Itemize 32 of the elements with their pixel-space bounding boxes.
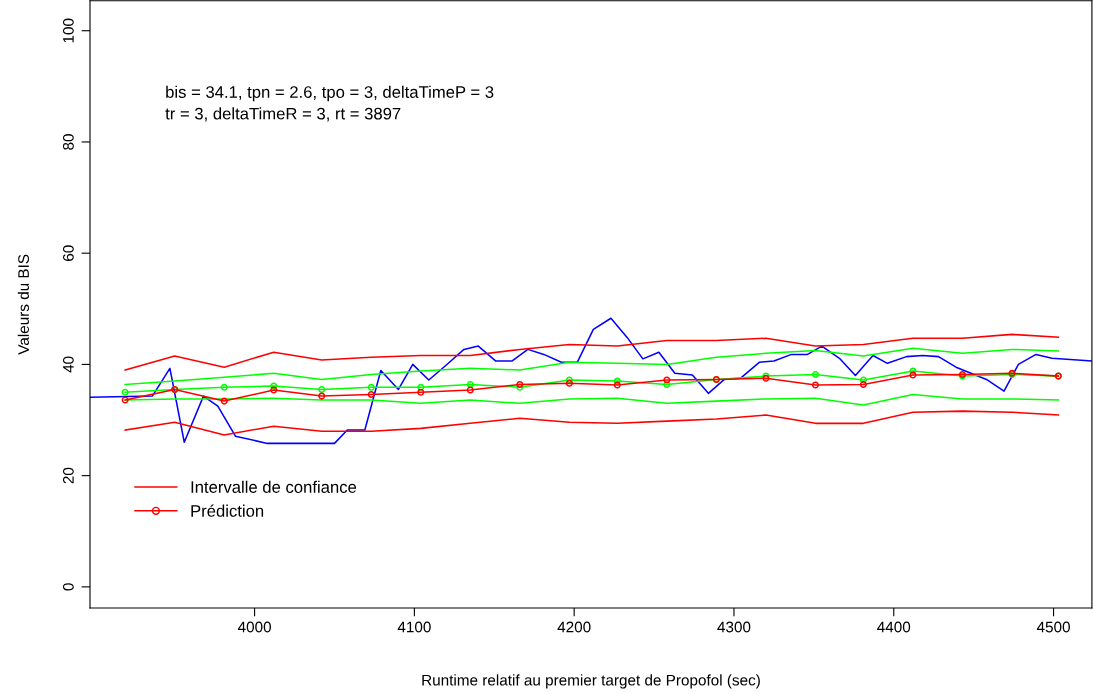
y-tick-label: 20 xyxy=(62,467,74,484)
point xyxy=(220,397,228,405)
x-tick-label: 4000 xyxy=(237,621,271,633)
x-tick-label: 4400 xyxy=(877,621,911,633)
point xyxy=(367,383,375,391)
y-axis-title: Valeurs du BIS xyxy=(17,254,29,355)
point xyxy=(811,381,820,389)
point xyxy=(318,392,326,400)
line-series xyxy=(124,347,1060,386)
y-tick-label: 60 xyxy=(62,245,74,261)
point xyxy=(811,370,820,378)
point xyxy=(220,383,228,391)
x-tick-label: 4200 xyxy=(557,621,591,633)
point xyxy=(318,385,326,393)
point xyxy=(121,388,129,396)
annotation: bis = 34.1, tpn = 2.6, tpo = 3, deltaTimeP = 3 tr = 3, deltaTimeR = 3, rt = 3897 xyxy=(165,85,494,122)
x-tick-label: 4500 xyxy=(1036,621,1070,633)
y-tick-label: 100 xyxy=(62,18,74,43)
point xyxy=(859,380,867,388)
line-series xyxy=(124,333,1060,371)
point xyxy=(417,388,425,396)
legend-label: Prédiction xyxy=(191,504,264,517)
x-axis-title: Runtime relatif au premier target de Propofol (sec) xyxy=(422,674,760,689)
x-tick-label: 4300 xyxy=(717,621,751,633)
line-series xyxy=(124,410,1060,436)
line-series xyxy=(90,317,1092,445)
y-tick-label: 40 xyxy=(62,356,74,373)
x-tick-label: 4100 xyxy=(397,621,431,633)
y-tick-label: 80 xyxy=(62,134,74,150)
point xyxy=(367,390,375,398)
legend-label: Intervalle de confiance xyxy=(191,480,357,493)
y-tick-label: 0 xyxy=(62,583,74,591)
